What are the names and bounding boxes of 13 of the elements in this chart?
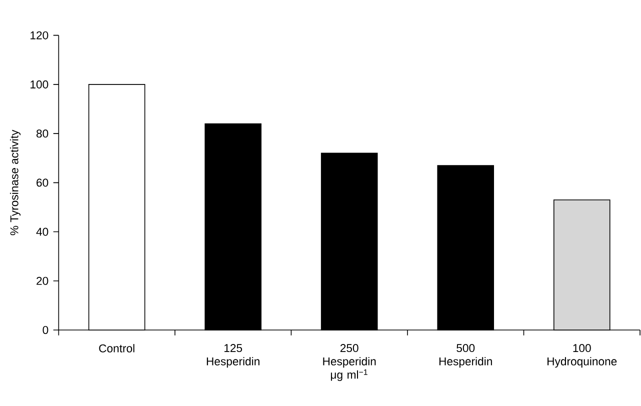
y-tick-label: 0	[42, 326, 48, 334]
x-tick-label: 100 Hydroquinone	[548, 344, 617, 368]
x-tick-label: 125 Hesperidin	[206, 344, 260, 368]
y-tick-label: 20	[36, 276, 48, 285]
y-tick-label: 60	[36, 178, 48, 187]
x-tick-label: 500 Hesperidin	[439, 344, 492, 368]
x-tick-label: Control	[99, 344, 134, 352]
y-axis-title: % Tyrosinase activity	[10, 130, 21, 236]
y-tick-label: 40	[36, 228, 48, 236]
x-tick-label: 250 Hesperidin μg ml$^{−1}$	[323, 344, 376, 381]
y-tick-label: 120	[30, 31, 48, 40]
y-tick-label: 80	[36, 130, 48, 138]
y-tick-label: 100	[30, 80, 48, 88]
